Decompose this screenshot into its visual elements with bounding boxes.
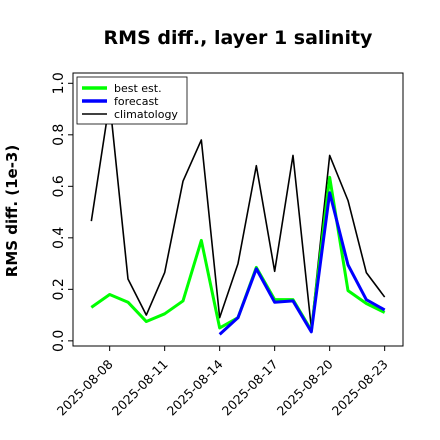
series-line-climatology <box>90 100 386 329</box>
legend-label-best-est: best est. <box>114 82 162 95</box>
series-line-forecast <box>218 191 386 336</box>
x-tick-label: 2025-08-11 <box>109 357 171 419</box>
x-tick-label: 2025-08-14 <box>164 356 226 418</box>
y-tick-label: 0.0 <box>51 330 67 352</box>
y-tick-label: 0.2 <box>51 278 67 300</box>
legend-label-climatology: climatology <box>114 108 178 121</box>
x-tick-label: 2025-08-20 <box>274 356 336 418</box>
y-tick-label: 0.8 <box>51 124 67 146</box>
x-ticks: 2025-08-082025-08-112025-08-142025-08-17… <box>54 346 391 418</box>
x-tick-label: 2025-08-17 <box>219 357 281 419</box>
y-tick-label: 0.6 <box>51 175 67 197</box>
y-tick-label: 1.0 <box>51 72 67 94</box>
x-tick-label: 2025-08-23 <box>329 357 391 419</box>
series-line-best-est <box>90 175 386 333</box>
plot-area-frame <box>72 72 404 347</box>
legend-label-forecast: forecast <box>114 95 159 108</box>
chart-title: RMS diff., layer 1 salinity <box>104 27 374 49</box>
y-ticks: 0.0 0.2 0.4 0.6 0.8 1.0 <box>51 72 73 352</box>
series-lines <box>90 100 386 336</box>
y-tick-label: 0.4 <box>51 227 67 249</box>
y-axis-label: RMS diff. (1e-3) <box>3 145 21 277</box>
x-tick-label: 2025-08-08 <box>54 356 116 418</box>
